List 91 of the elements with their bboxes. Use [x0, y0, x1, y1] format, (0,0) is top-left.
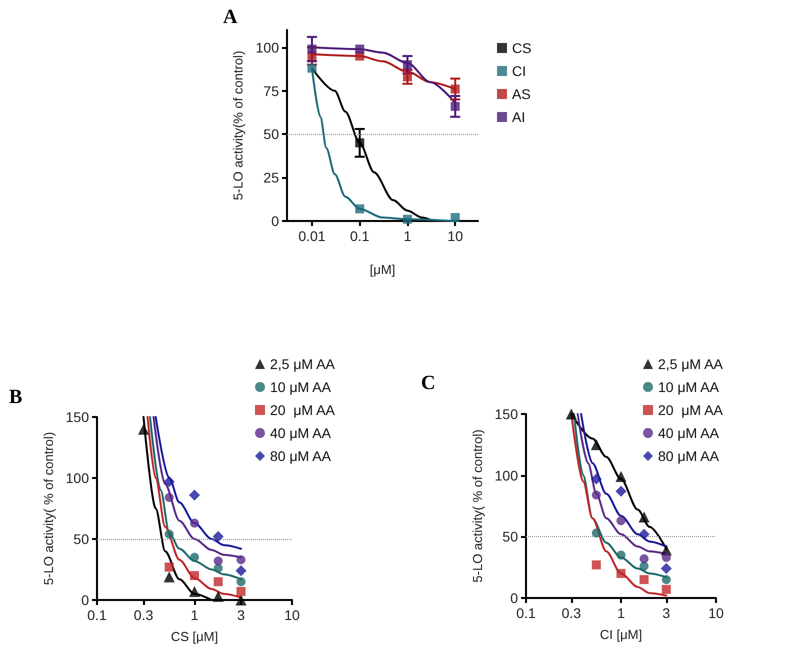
point — [662, 575, 671, 584]
y-tick-label: 0 — [271, 213, 280, 229]
y-tick-label: 50 — [263, 126, 280, 142]
x-tick-label: 10 — [447, 228, 464, 244]
x-axis-title: CI [μM] — [600, 627, 642, 642]
point — [640, 554, 649, 564]
point — [190, 571, 199, 580]
x-axis-title: CS [μM] — [170, 629, 218, 644]
x-tick-label: 1 — [404, 228, 412, 244]
point — [214, 577, 223, 586]
y-tick-label: 0 — [510, 590, 518, 606]
legend-label: AI — [512, 109, 526, 125]
point — [450, 213, 460, 222]
x-tick-label: 1 — [617, 605, 626, 621]
x-tick-label: 3 — [237, 607, 246, 623]
y-tick-label: 100 — [494, 467, 518, 484]
point — [214, 556, 223, 566]
legend-label: 2,5 μM AA — [658, 356, 724, 372]
x-tick-label: 0.01 — [298, 228, 326, 244]
legend-label: 40 μM AA — [270, 425, 332, 441]
point — [616, 568, 626, 578]
point — [402, 72, 412, 82]
point — [236, 577, 246, 586]
point — [189, 490, 200, 501]
legend-label: 2,5 μM AA — [270, 356, 336, 372]
y-tick-label: 150 — [66, 409, 90, 425]
point — [402, 60, 412, 70]
legend-label: 80 μM AA — [270, 448, 332, 464]
legend-label: 80 μM AA — [658, 448, 720, 464]
point — [592, 528, 601, 538]
chart-title: B — [9, 386, 22, 408]
y-tick-label: 0 — [81, 592, 90, 608]
y-tick-label: 100 — [66, 470, 90, 486]
x-axis-title: [μM] — [370, 262, 396, 277]
point — [660, 563, 672, 574]
y-tick-label: 50 — [502, 528, 518, 545]
point — [307, 44, 316, 54]
point — [236, 565, 247, 576]
x-tick-label: 1 — [190, 607, 199, 623]
x-tick-label: 10 — [708, 605, 724, 621]
point — [616, 550, 626, 560]
point — [450, 102, 460, 111]
point — [616, 486, 626, 497]
x-tick-label: 0.1 — [87, 607, 107, 623]
legend-label: 40 μM AA — [658, 425, 720, 441]
point — [236, 586, 246, 596]
point — [592, 560, 601, 570]
legend-label: CS — [512, 40, 532, 56]
point — [450, 84, 460, 94]
point — [640, 575, 649, 584]
legend-label: CI — [512, 63, 526, 79]
point — [190, 518, 199, 528]
y-tick-label: 100 — [256, 39, 280, 56]
legend-label: 10 μM AA — [270, 379, 332, 395]
point — [590, 474, 602, 485]
point — [616, 516, 626, 526]
y-axis-title: 5-LO activity(% of control) — [230, 50, 246, 200]
x-tick-label: 0.3 — [562, 605, 582, 621]
chart-title: C — [421, 372, 436, 394]
legend-label: 20 μM AA — [270, 402, 336, 418]
y-axis-title: 5-LO activity( % of control) — [470, 429, 485, 583]
point — [640, 562, 649, 571]
point — [164, 562, 174, 572]
point — [662, 584, 671, 594]
legend-label: 10 μM AA — [658, 379, 720, 395]
x-tick-label: 0.3 — [134, 607, 154, 623]
point — [355, 44, 364, 54]
chart-title: A — [223, 6, 238, 28]
legend-label: 20 μM AA — [658, 402, 724, 418]
point — [164, 530, 174, 539]
point — [592, 490, 601, 500]
x-tick-label: 3 — [662, 605, 670, 621]
point — [638, 528, 650, 540]
y-tick-label: 50 — [73, 531, 90, 547]
point — [662, 553, 671, 562]
point — [236, 555, 246, 564]
legend-label: AS — [512, 86, 531, 102]
x-tick-label: 0.1 — [350, 228, 370, 244]
point — [164, 476, 175, 488]
y-tick-label: 150 — [494, 406, 518, 422]
point — [190, 552, 199, 562]
y-tick-label: 75 — [263, 82, 280, 99]
y-axis-title: 5-LO activity( % of control) — [41, 432, 56, 586]
y-tick-label: 25 — [263, 170, 280, 186]
point — [212, 531, 224, 542]
point — [164, 493, 174, 502]
point — [307, 64, 316, 73]
x-tick-label: 10 — [284, 607, 300, 623]
point — [402, 214, 412, 224]
x-tick-label: 0.1 — [516, 605, 536, 621]
point — [355, 204, 364, 214]
